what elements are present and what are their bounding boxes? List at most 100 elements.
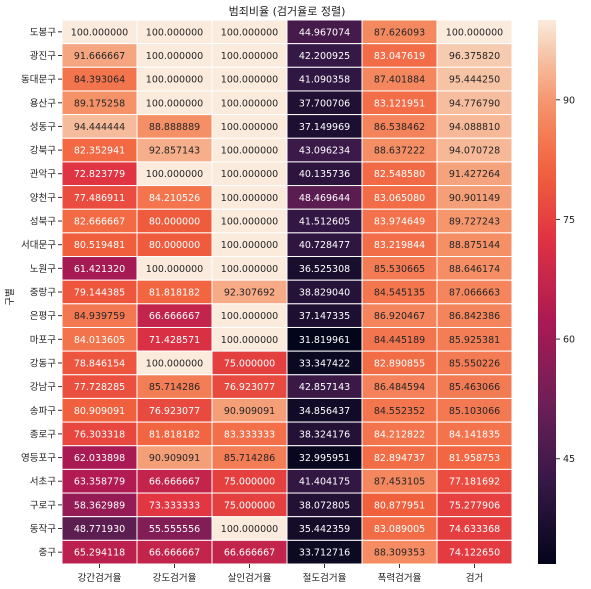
cell-value-label: 76.303318 xyxy=(74,429,125,440)
cell-value-label: 100.000000 xyxy=(221,524,278,535)
cell-value-label: 71.428571 xyxy=(149,335,200,346)
row-tick-label: 용산구 xyxy=(30,98,56,109)
cell-value-label: 89.175258 xyxy=(74,98,125,109)
cell-value-label: 66.666667 xyxy=(149,311,200,322)
chart-title: 범죄비율 (검거율로 정렬) xyxy=(229,5,346,18)
cell-value-label: 100.000000 xyxy=(71,27,128,38)
cell-value-label: 100.000000 xyxy=(146,264,203,275)
row-tick-label: 양천구 xyxy=(30,193,56,204)
cell-value-label: 55.555556 xyxy=(149,524,200,535)
row-tick-label: 관악구 xyxy=(30,168,56,180)
cell-value-label: 83.047619 xyxy=(374,51,425,62)
cell-value-label: 38.324176 xyxy=(299,429,350,440)
cell-value-label: 77.486911 xyxy=(74,193,125,204)
cell-value-label: 100.000000 xyxy=(221,311,278,322)
cell-value-label: 91.666667 xyxy=(74,51,125,62)
cell-value-label: 58.362989 xyxy=(74,500,125,511)
cell-value-label: 66.666667 xyxy=(149,548,200,559)
column-tick-label: 검거 xyxy=(466,572,483,584)
cell-value-label: 85.530665 xyxy=(374,264,425,275)
cell-value-label: 38.072805 xyxy=(299,500,350,511)
cell-value-label: 100.000000 xyxy=(221,27,278,38)
cell-value-label: 38.829040 xyxy=(299,288,350,299)
row-tick-label: 동작구 xyxy=(30,524,56,535)
row-tick-label: 구로구 xyxy=(30,500,56,511)
cell-value-label: 84.445189 xyxy=(374,335,425,346)
row-tick-label: 동대문구 xyxy=(21,75,56,86)
cell-value-label: 73.333333 xyxy=(149,500,200,511)
cell-value-label: 95.444250 xyxy=(449,75,500,86)
cell-value-label: 87.401884 xyxy=(374,75,425,86)
cell-value-label: 94.776790 xyxy=(449,98,500,109)
cell-value-label: 63.358779 xyxy=(74,477,125,488)
cell-value-label: 75.000000 xyxy=(224,500,275,511)
cell-value-label: 80.000000 xyxy=(149,240,200,251)
cell-value-label: 86.842386 xyxy=(449,311,500,322)
cell-value-label: 100.000000 xyxy=(146,27,203,38)
cell-value-label: 81.818182 xyxy=(149,429,200,440)
cell-value-label: 81.958753 xyxy=(449,453,500,464)
row-tick-label: 광진구 xyxy=(30,50,56,62)
cell-value-label: 82.352941 xyxy=(74,146,125,157)
row-tick-label: 노원구 xyxy=(30,264,56,275)
cell-value-label: 82.548580 xyxy=(374,169,425,180)
cell-value-label: 84.141835 xyxy=(449,429,500,440)
cell-value-label: 77.728285 xyxy=(74,382,125,393)
cell-value-label: 35.442359 xyxy=(299,524,350,535)
cell-value-label: 41.090358 xyxy=(299,75,350,86)
cell-value-label: 83.974649 xyxy=(374,217,425,228)
y-axis-label: 구별 xyxy=(5,288,16,305)
cell-value-label: 91.427264 xyxy=(449,169,500,180)
row-tick-label: 중구 xyxy=(39,548,57,559)
cell-value-label: 96.375820 xyxy=(449,51,500,62)
cell-value-label: 48.469644 xyxy=(299,193,350,204)
cell-value-label: 88.637222 xyxy=(374,146,425,157)
column-tick-label: 절도검거율 xyxy=(303,572,347,584)
cell-value-label: 86.538462 xyxy=(374,122,425,133)
cell-value-label: 48.771930 xyxy=(74,524,125,535)
cell-value-label: 100.000000 xyxy=(146,358,203,369)
cell-value-label: 40.135736 xyxy=(299,169,350,180)
cell-value-label: 90.909091 xyxy=(224,406,275,417)
cell-value-label: 100.000000 xyxy=(221,264,278,275)
row-tick-labels: 도봉구광진구동대문구용산구성동구강북구관악구양천구성북구서대문구노원구중랑구은평… xyxy=(21,27,62,559)
cell-value-label: 61.421320 xyxy=(74,264,125,275)
column-tick-label: 폭력검거율 xyxy=(378,572,422,584)
colorbar-tick-label: 90 xyxy=(563,95,575,106)
cell-value-label: 84.552352 xyxy=(374,406,425,417)
cell-value-label: 37.149969 xyxy=(299,122,350,133)
cell-value-label: 100.000000 xyxy=(221,193,278,204)
cell-value-label: 79.144385 xyxy=(74,288,125,299)
cell-value-label: 88.875144 xyxy=(449,240,500,251)
cell-value-label: 94.070728 xyxy=(449,146,500,157)
row-tick-label: 강남구 xyxy=(30,382,56,393)
cell-value-label: 66.666667 xyxy=(149,477,200,488)
cell-value-label: 83.219844 xyxy=(374,240,425,251)
row-tick-label: 은평구 xyxy=(30,311,56,322)
cell-value-label: 88.646174 xyxy=(449,264,500,275)
cell-value-label: 80.909091 xyxy=(74,406,125,417)
colorbar-ticks: 45 60 75 90 xyxy=(556,95,575,465)
cell-value-label: 100.000000 xyxy=(221,217,278,228)
cell-value-label: 100.000000 xyxy=(221,240,278,251)
cell-value-label: 76.923077 xyxy=(224,382,275,393)
cell-value-label: 83.065080 xyxy=(374,193,425,204)
cell-value-label: 42.200925 xyxy=(299,51,350,62)
cell-value-label: 84.939759 xyxy=(74,311,125,322)
heatmap-cells: 100.000000 100.000000 100.000000 44.967074 8… xyxy=(61,19,513,565)
cell-value-label: 100.000000 xyxy=(221,146,278,157)
cell-value-label: 84.210526 xyxy=(149,193,200,204)
cell-value-label: 100.000000 xyxy=(146,98,203,109)
row-tick-label: 마포구 xyxy=(30,335,56,346)
cell-value-label: 85.550226 xyxy=(449,358,500,369)
cell-value-label: 74.633368 xyxy=(449,524,500,535)
cell-value-label: 100.000000 xyxy=(221,122,278,133)
row-tick-label: 강북구 xyxy=(30,146,56,157)
column-tick-label: 강도검거율 xyxy=(153,572,197,584)
row-tick-label: 영등포구 xyxy=(21,453,56,464)
cell-value-label: 100.000000 xyxy=(446,27,503,38)
row-tick-label: 송파구 xyxy=(30,406,56,417)
cell-value-label: 83.121951 xyxy=(374,98,425,109)
cell-value-label: 87.066663 xyxy=(449,288,500,299)
